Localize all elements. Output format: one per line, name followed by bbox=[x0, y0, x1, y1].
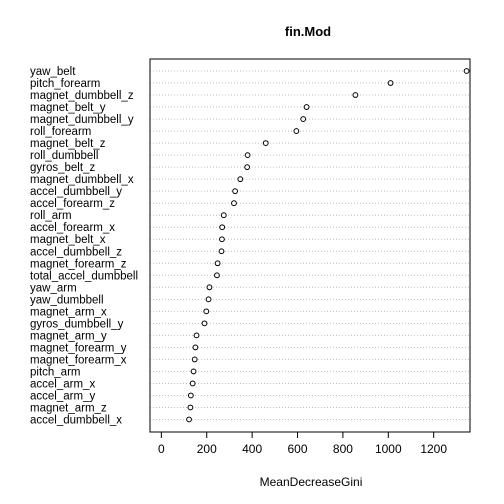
category-label: gyros_dumbbell_y bbox=[30, 318, 124, 330]
category-label: magnet_belt_y bbox=[30, 102, 106, 114]
category-label: accel_dumbbell_z bbox=[30, 246, 122, 258]
grid-lines bbox=[150, 70, 470, 420]
data-point bbox=[205, 296, 212, 303]
category-label: accel_forearm_x bbox=[30, 222, 115, 234]
category-label: total_accel_dumbbell bbox=[30, 270, 138, 282]
data-point bbox=[187, 392, 194, 399]
data-point bbox=[190, 368, 197, 375]
category-label: magnet_dumbbell_x bbox=[30, 174, 134, 186]
category-label: magnet_arm_x bbox=[30, 306, 107, 318]
data-point bbox=[219, 224, 226, 231]
x-tick-label: 1200 bbox=[420, 442, 447, 456]
category-label: pitch_arm bbox=[30, 366, 81, 378]
category-label: accel_dumbbell_y bbox=[30, 186, 122, 198]
data-point bbox=[214, 260, 221, 267]
data-point bbox=[218, 248, 225, 255]
x-tick-label: 600 bbox=[288, 442, 308, 456]
data-point bbox=[463, 68, 470, 74]
category-label: yaw_arm bbox=[30, 282, 77, 294]
category-label: magnet_belt_z bbox=[30, 138, 106, 150]
data-point bbox=[244, 164, 251, 171]
category-label: yaw_dumbbell bbox=[30, 294, 104, 306]
data-points bbox=[186, 68, 470, 423]
x-tick-label: 1000 bbox=[375, 442, 402, 456]
category-label: magnet_forearm_x bbox=[30, 354, 127, 366]
data-point bbox=[187, 404, 194, 411]
data-point bbox=[186, 416, 192, 423]
category-label: accel_arm_x bbox=[30, 378, 95, 390]
chart-title: fin.Mod bbox=[285, 24, 331, 39]
data-point bbox=[192, 344, 199, 351]
data-point bbox=[219, 236, 225, 243]
category-label: roll_forearm bbox=[30, 126, 91, 138]
x-axis-label: MeanDecreaseGini bbox=[260, 475, 363, 489]
x-tick-label: 400 bbox=[242, 442, 262, 456]
data-point bbox=[352, 92, 359, 98]
category-label: magnet_belt_x bbox=[30, 234, 106, 246]
data-point bbox=[220, 212, 227, 219]
category-label: magnet_arm_z bbox=[30, 402, 107, 414]
category-label: magnet_dumbbell_y bbox=[30, 114, 134, 126]
category-label: magnet_dumbbell_z bbox=[30, 90, 134, 102]
data-point bbox=[232, 188, 239, 195]
data-point bbox=[191, 356, 198, 363]
data-point bbox=[387, 80, 394, 86]
data-point bbox=[262, 140, 269, 147]
data-point bbox=[231, 200, 237, 207]
category-label: accel_dumbbell_x bbox=[30, 415, 122, 427]
x-tick-label: 800 bbox=[333, 442, 353, 456]
data-point bbox=[193, 332, 200, 339]
category-label: roll_dumbbell bbox=[30, 150, 98, 162]
data-point bbox=[244, 152, 251, 159]
x-tick-label: 0 bbox=[158, 442, 165, 456]
category-label: yaw_belt bbox=[30, 66, 76, 78]
category-label: magnet_arm_y bbox=[30, 330, 107, 342]
category-label: magnet_forearm_z bbox=[30, 258, 127, 270]
category-labels: yaw_beltpitch_forearmmagnet_dumbbell_zma… bbox=[30, 66, 138, 427]
data-point bbox=[206, 284, 213, 291]
data-point bbox=[303, 104, 310, 110]
data-point bbox=[237, 176, 244, 183]
category-label: pitch_forearm bbox=[30, 78, 100, 90]
category-label: accel_arm_y bbox=[30, 390, 95, 402]
data-point bbox=[214, 272, 220, 279]
data-point bbox=[300, 116, 307, 122]
x-tick-label: 200 bbox=[197, 442, 217, 456]
category-label: magnet_forearm_y bbox=[30, 342, 127, 354]
data-point bbox=[201, 320, 208, 327]
plot-box bbox=[149, 58, 471, 433]
category-label: gyros_belt_z bbox=[30, 162, 95, 174]
data-point bbox=[293, 128, 300, 134]
category-label: roll_arm bbox=[30, 210, 72, 222]
data-point bbox=[203, 308, 210, 315]
data-point bbox=[189, 380, 196, 387]
x-axis: 0 200 400 600 800 1000 1200 bbox=[158, 431, 447, 456]
category-label: accel_forearm_z bbox=[30, 198, 115, 210]
